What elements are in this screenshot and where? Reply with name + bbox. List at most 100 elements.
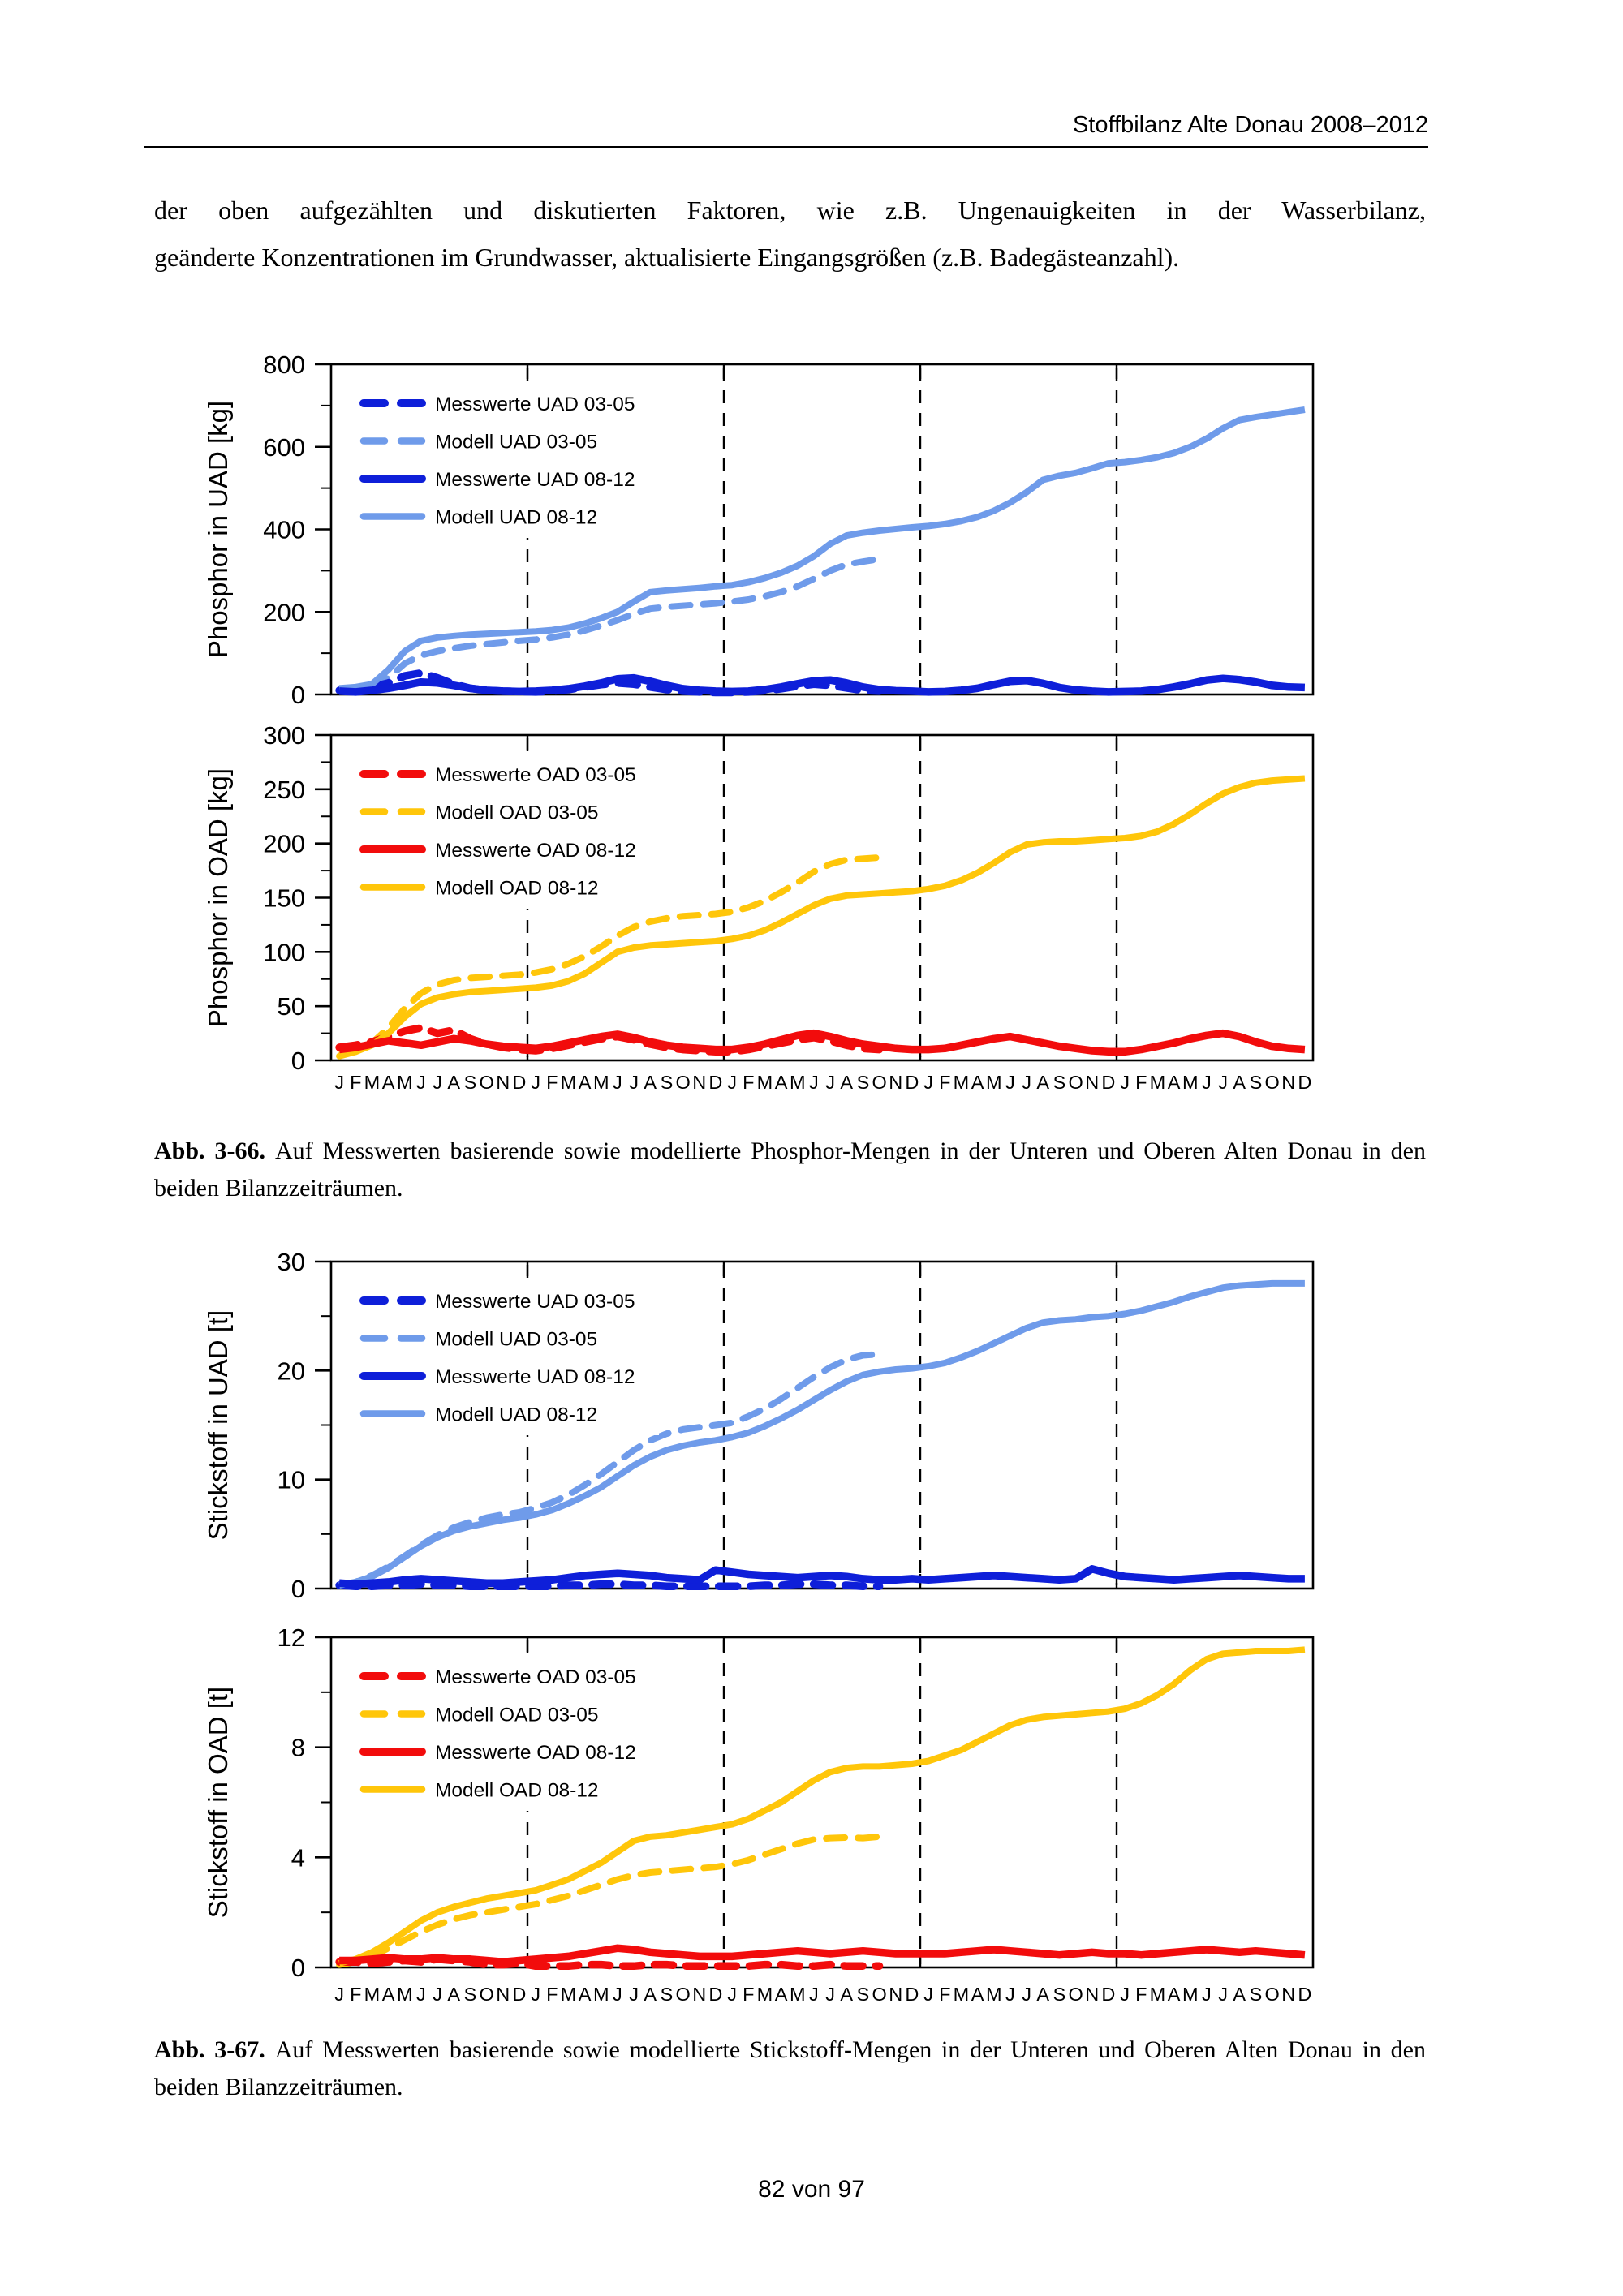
y-tick-label: 300 [263,721,305,750]
chart-phosphor-in-uad-kg-: 0 200 400 600 800 Phosphor in UAD [kg] Messwer… [203,350,1315,709]
month-axis-label: J [1202,1984,1212,2005]
month-axis-label: S [464,1984,477,2005]
legend-label: Messwerte UAD 03-05 [435,393,635,415]
month-axis-label: M [1182,1072,1199,1093]
y-tick-label: 600 [263,433,305,462]
series-line-modell-uad-08-12 [338,406,1306,692]
month-axis-label: F [1135,1072,1147,1093]
month-axis-label: F [546,1072,558,1093]
month-axis-label: F [939,1072,950,1093]
month-axis-label: A [447,1072,460,1093]
series-line-modell-oad-08-12 [338,775,1306,1059]
month-axis-label: N [692,1072,706,1093]
paragraph-line: geänderte Konzentrationen im Grundwasser… [154,243,1180,272]
y-tick-label: 200 [263,830,305,858]
series-line-messwerte-oad-03-05 [335,1955,884,1971]
legend-label: Messwerte UAD 08-12 [435,1366,635,1388]
month-axis-label: A [775,1072,788,1093]
month-axis-label: M [397,1984,413,2005]
chart-legend: Messwerte UAD 03-05 Modell UAD 03-05 Messw… [349,1279,659,1435]
month-axis-label: M [561,1984,577,2005]
legend-background [349,382,659,538]
legend-label: Modell UAD 03-05 [435,1329,597,1351]
legend-background [349,753,659,909]
month-axis-label: J [613,1072,622,1093]
month-axis-label: F [546,1984,558,2005]
month-axis-label: M [790,1072,806,1093]
month-axis-label: S [661,1984,674,2005]
month-axis-label: J [923,1984,933,2005]
month-axis-label: M [593,1984,609,2005]
y-tick-label: 0 [291,1575,305,1603]
chart-legend: Messwerte OAD 03-05 Modell OAD 03-05 Messw… [349,753,659,909]
month-axis-label: S [857,1984,870,2005]
y-tick-label: 10 [278,1466,305,1494]
series-line-messwerte-oad-08-12 [338,1029,1306,1056]
month-axis-label: J [809,1984,819,2005]
month-axis-label: J [629,1072,639,1093]
legend-label: Modell OAD 08-12 [435,1780,599,1802]
month-axis-label: M [986,1984,1002,2005]
legend-label: Modell UAD 08-12 [435,1404,597,1426]
y-axis-title: Stickstoff in OAD [t] [203,1687,233,1918]
month-axis-label: J [923,1072,933,1093]
y-tick-label: 800 [263,350,305,379]
month-axis-label: J [1005,1984,1015,2005]
month-axis-label: M [757,1072,773,1093]
month-axis-label: N [1085,1072,1099,1093]
month-axis-label: A [1233,1072,1246,1093]
legend-label: Messwerte OAD 03-05 [435,1666,636,1688]
month-axis-label: A [775,1984,788,2005]
month-axis-label: A [1233,1984,1246,2005]
chart-legend: Messwerte UAD 03-05 Modell UAD 03-05 Messw… [349,382,659,538]
chart-phosphor-in-oad-kg-: 0 50 100 150 200 250 300 Phosphor in OAD [kg] Me… [203,721,1315,1093]
month-axis-label: M [397,1072,413,1093]
y-tick-label: 20 [278,1357,305,1385]
chart-stickstoff-in-oad-t-: 0 4 8 12 Stickstoff in OAD [t] Messwerte OAD … [203,1623,1315,2005]
month-axis-label: D [512,1984,526,2005]
month-axis-label: N [1281,1984,1295,2005]
month-axis-label: J [1022,1072,1031,1093]
series-line-modell-uad-03-05 [336,556,883,694]
series-line-messwerte-oad-08-12 [339,1944,1306,1966]
month-axis-label: J [1218,1984,1228,2005]
caption-text: Auf Messwerten basierende sowie modellie… [154,1137,1426,1202]
month-axis-label: O [479,1984,493,2005]
legend-label: Modell OAD 03-05 [435,802,599,824]
month-axis-label: S [1053,1984,1066,2005]
month-axis-label: J [727,1984,737,2005]
month-axis-label: D [1298,1072,1311,1093]
legend-label: Modell OAD 03-05 [435,1705,599,1726]
month-axis-label: D [905,1072,919,1093]
legend-label: Modell UAD 08-12 [435,507,597,529]
legend-label: Modell UAD 03-05 [435,432,597,454]
month-axis-label: M [593,1072,609,1093]
month-axis-label: N [496,1984,510,2005]
month-axis-label: O [675,1072,690,1093]
month-axis-label: A [840,1984,853,2005]
month-axis-label: A [971,1072,984,1093]
y-tick-label: 0 [291,1954,305,1982]
month-axis-label: S [1053,1072,1066,1093]
caption-label: Abb. 3-67. [154,2036,265,2063]
series-line-modell-oad-03-05 [336,854,883,1060]
month-axis-label: F [743,1072,754,1093]
figure-caption-stickstoff: Abb. 3-67. Auf Messwerten basierende sowi… [154,2032,1426,2106]
y-tick-label: 8 [291,1734,305,1762]
y-tick-label: 0 [291,681,305,709]
paragraph-line: der oben aufgezählten und diskutierten F… [154,196,1426,225]
legend-background [349,1655,659,1811]
month-axis-label: F [743,1984,754,2005]
month-axis-label: M [757,1984,773,2005]
month-axis-label: D [512,1072,526,1093]
page-number: 82 von 97 [758,2176,865,2203]
month-axis-label: N [692,1984,706,2005]
month-axis-label: N [496,1072,510,1093]
month-axis-label: A [382,1072,395,1093]
month-axis-label: S [661,1072,674,1093]
month-axis-label: M [986,1072,1002,1093]
month-axis-label: J [1120,1072,1130,1093]
month-axis-label: A [447,1984,460,2005]
